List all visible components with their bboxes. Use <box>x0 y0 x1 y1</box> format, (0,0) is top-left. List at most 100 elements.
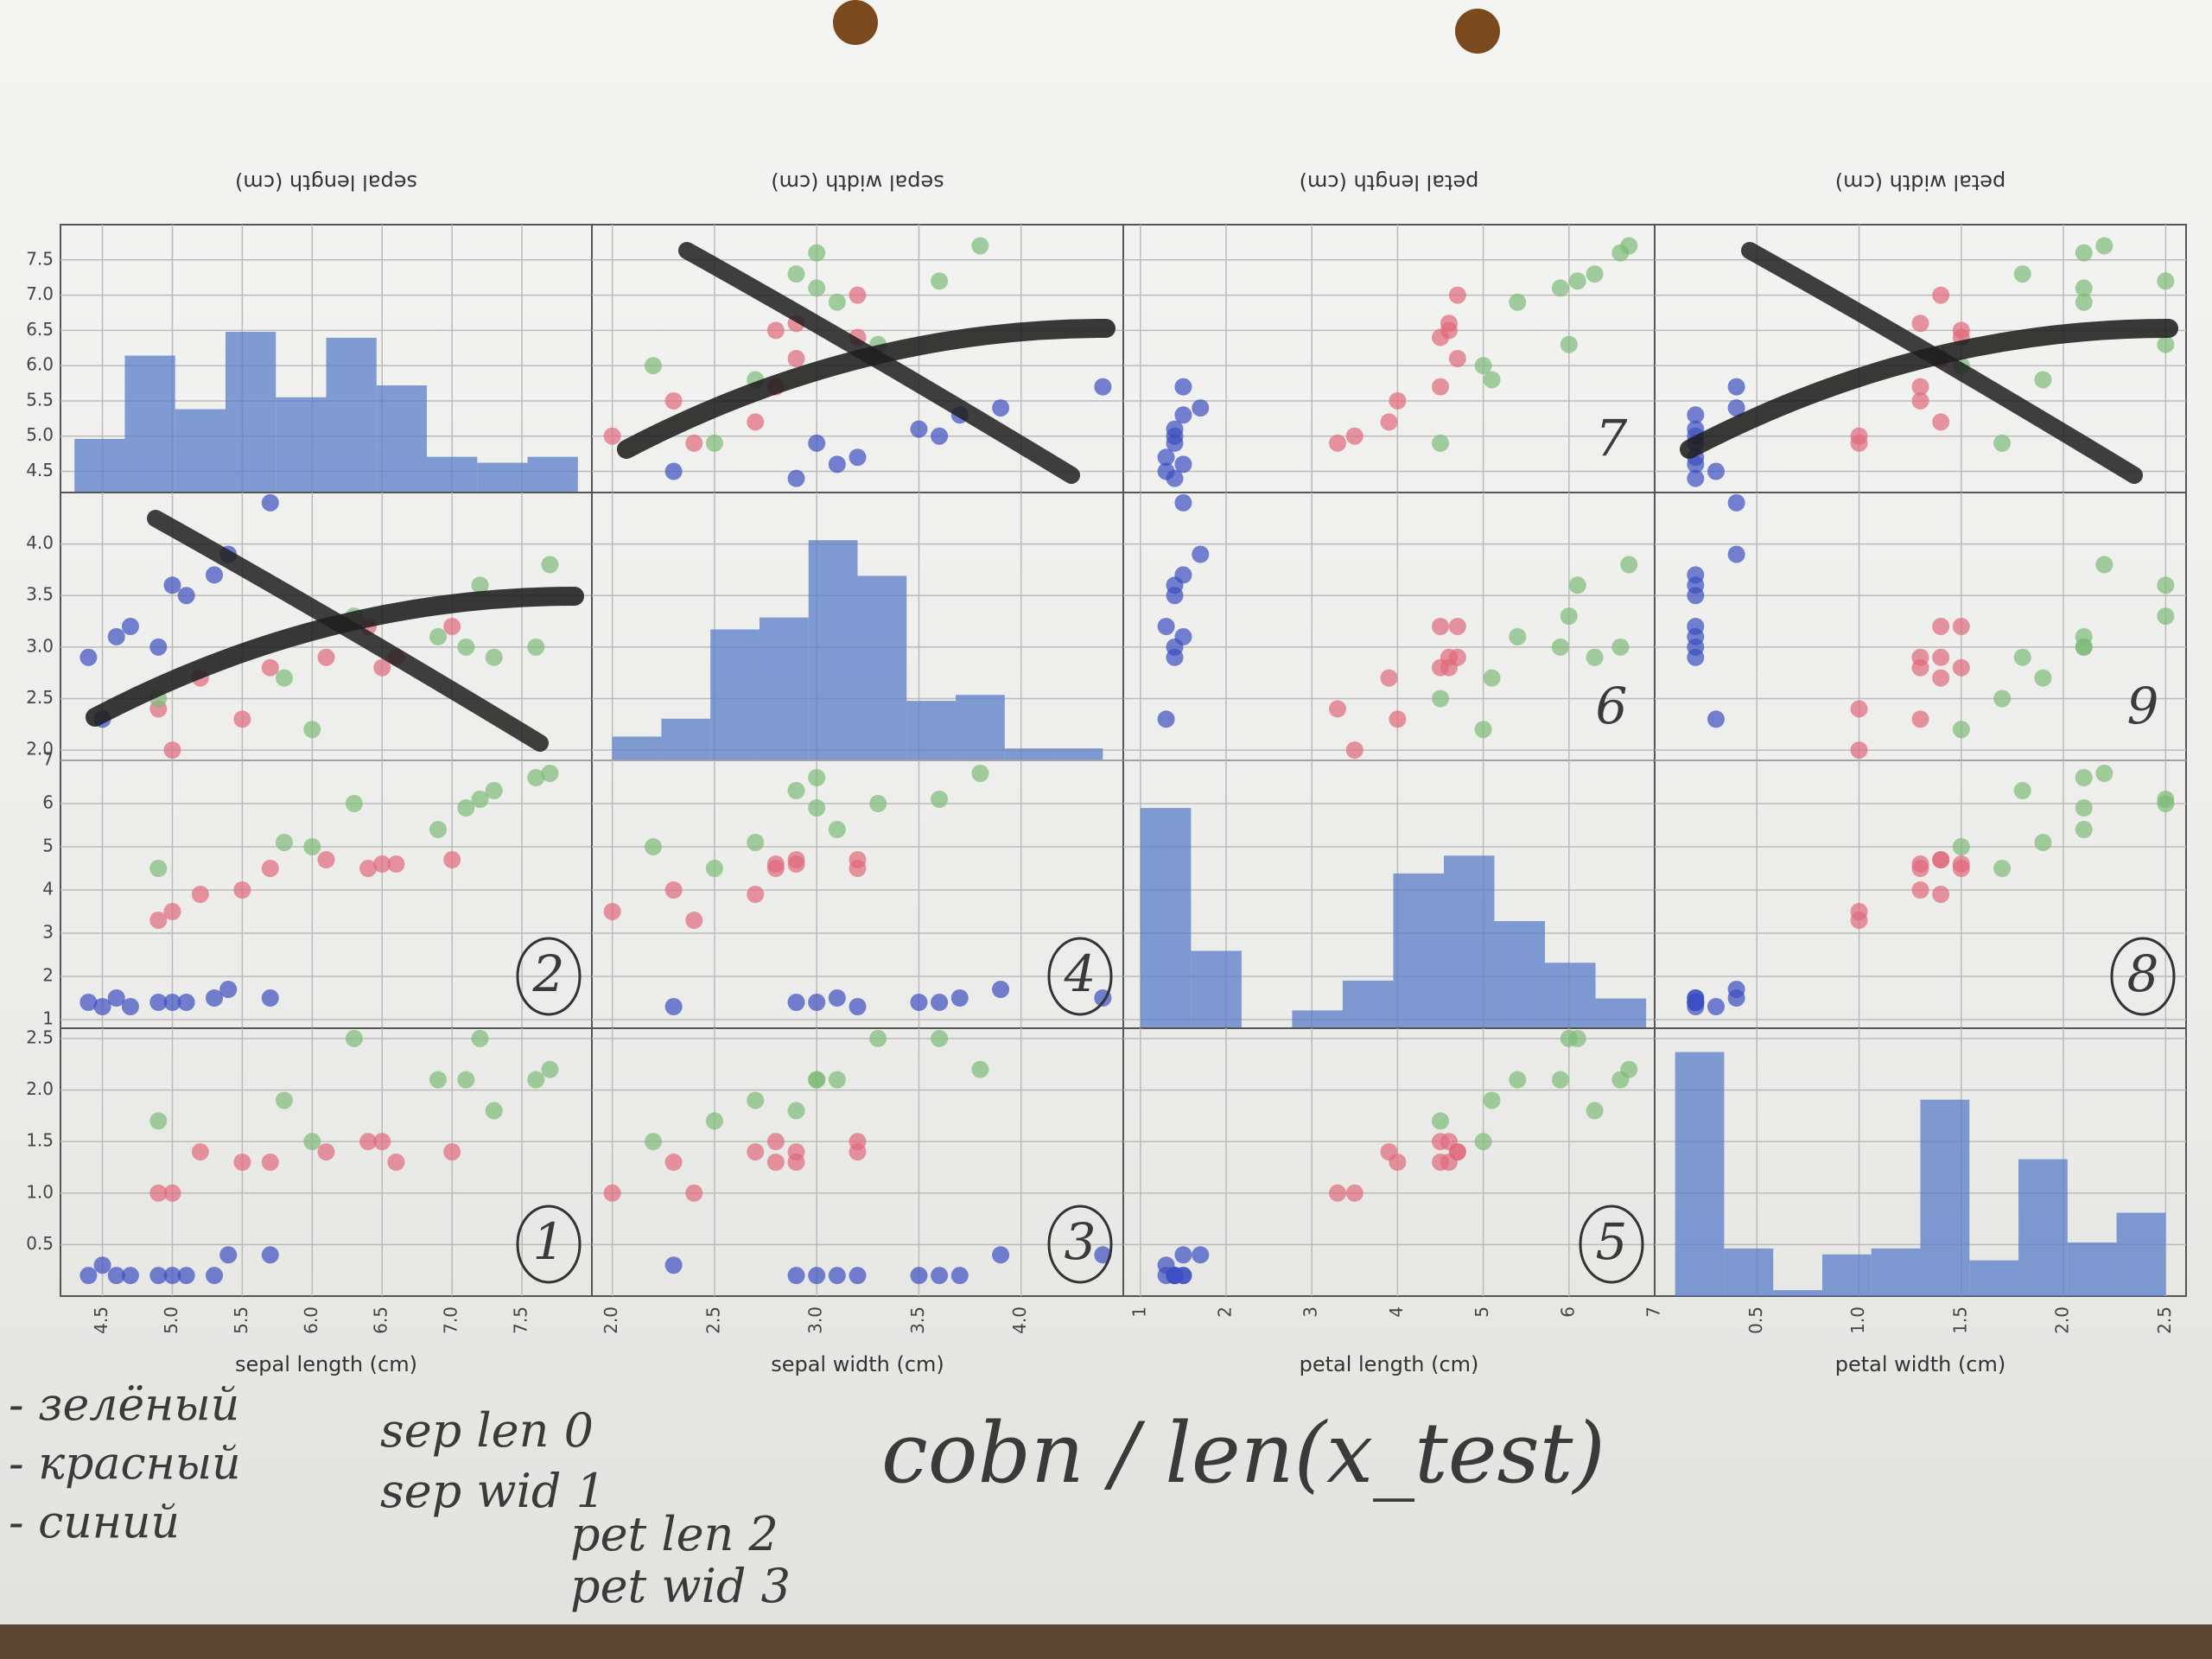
data-point <box>387 855 405 873</box>
data-point <box>2034 669 2052 687</box>
x-tick-label: 1 <box>1128 1306 1149 1318</box>
histogram-bar <box>124 355 175 493</box>
data-point <box>261 658 279 677</box>
data-point <box>910 420 928 438</box>
data-point <box>2013 782 2031 799</box>
data-point <box>1174 455 1192 474</box>
data-point <box>766 321 785 340</box>
data-point <box>1483 371 1501 389</box>
data-point <box>2157 607 2175 626</box>
data-point <box>828 293 846 311</box>
data-point <box>2157 335 2175 353</box>
data-point <box>1509 293 1527 311</box>
x-tick-label: 7.0 <box>441 1306 461 1334</box>
data-point <box>79 994 98 1011</box>
data-point <box>1952 721 1970 739</box>
color-note: - красный <box>9 1439 241 1491</box>
data-point <box>1166 427 1184 445</box>
data-point <box>317 851 335 868</box>
data-point <box>93 998 111 1015</box>
data-point <box>787 851 805 868</box>
data-point <box>1174 566 1192 584</box>
x-tick-label: 5 <box>1471 1306 1492 1318</box>
data-point <box>1687 648 1705 666</box>
y-tick-label: 3.0 <box>26 635 54 656</box>
data-point <box>206 566 224 584</box>
y-tick-label: 2.0 <box>26 739 54 760</box>
data-point <box>1432 690 1450 708</box>
data-point <box>766 1133 785 1151</box>
data-point <box>527 638 545 656</box>
x-axis-label: sepal width (cm) <box>771 1352 944 1376</box>
x-axis-label-mirrored: petal length (cm) <box>1300 170 1479 194</box>
y-tick-label: 7.5 <box>26 248 54 269</box>
data-point <box>1932 648 1950 666</box>
color-note: - синий <box>9 1497 180 1549</box>
data-point <box>1174 493 1192 512</box>
data-point <box>992 399 1010 417</box>
data-point <box>808 769 826 786</box>
data-point <box>261 1246 279 1264</box>
data-point <box>869 795 887 812</box>
data-point <box>1568 1029 1586 1047</box>
data-point <box>747 1143 765 1161</box>
data-point <box>931 272 949 290</box>
data-point <box>149 994 168 1011</box>
x-tick-label: 2.5 <box>2154 1306 2175 1334</box>
data-point <box>1157 618 1175 635</box>
histogram-bar <box>1545 963 1596 1028</box>
data-point <box>345 795 363 812</box>
data-point <box>359 860 378 877</box>
data-point <box>1911 378 1929 396</box>
data-point <box>1993 860 2012 877</box>
punch-hole <box>1455 9 1500 54</box>
data-point <box>2034 834 2052 851</box>
data-point <box>1911 855 1929 873</box>
data-point <box>317 648 335 666</box>
histogram-bar <box>1724 1248 1774 1296</box>
data-point <box>1911 710 1929 728</box>
data-point <box>1380 1143 1398 1161</box>
data-point <box>1620 556 1638 574</box>
histogram-bar <box>1821 1254 1872 1296</box>
cross-out-stroke <box>147 510 549 752</box>
histogram-bar <box>1494 921 1546 1028</box>
note-circle <box>1047 1205 1113 1284</box>
data-point <box>206 1267 224 1285</box>
data-point <box>1389 391 1407 410</box>
y-tick-label: 1.5 <box>26 1130 54 1151</box>
data-point <box>931 1029 949 1047</box>
histogram-bar <box>661 718 711 760</box>
data-point <box>1380 413 1398 431</box>
panel-note: 6 <box>1596 677 1628 735</box>
x-tick-label: 5.5 <box>231 1306 251 1334</box>
data-point <box>1448 350 1466 367</box>
x-axis-label-mirrored: sepal width (cm) <box>771 170 944 194</box>
data-point <box>79 648 98 666</box>
punch-hole <box>833 0 878 45</box>
data-point <box>1911 881 1929 899</box>
data-point <box>345 1029 363 1047</box>
data-point <box>541 556 559 574</box>
data-point <box>1687 566 1705 584</box>
data-point <box>1932 669 1950 687</box>
data-point <box>429 627 447 645</box>
panel-note: 4 <box>1064 944 1096 1003</box>
data-point <box>931 994 949 1011</box>
data-point <box>992 981 1010 998</box>
data-point <box>177 994 195 1011</box>
histogram-bar <box>906 701 957 760</box>
x-tick-label: 3.0 <box>805 1306 826 1334</box>
data-point <box>1932 851 1950 868</box>
y-tick-label: 5 <box>42 836 54 856</box>
data-point <box>485 782 503 799</box>
data-point <box>1850 700 1868 718</box>
histogram-bar <box>1675 1052 1725 1296</box>
histogram-bar <box>1969 1260 2019 1296</box>
data-point <box>149 860 168 877</box>
data-point <box>1094 1246 1112 1264</box>
data-point <box>1687 469 1705 487</box>
histogram-bar <box>1342 980 1394 1028</box>
y-tick-label: 4.5 <box>26 460 54 480</box>
